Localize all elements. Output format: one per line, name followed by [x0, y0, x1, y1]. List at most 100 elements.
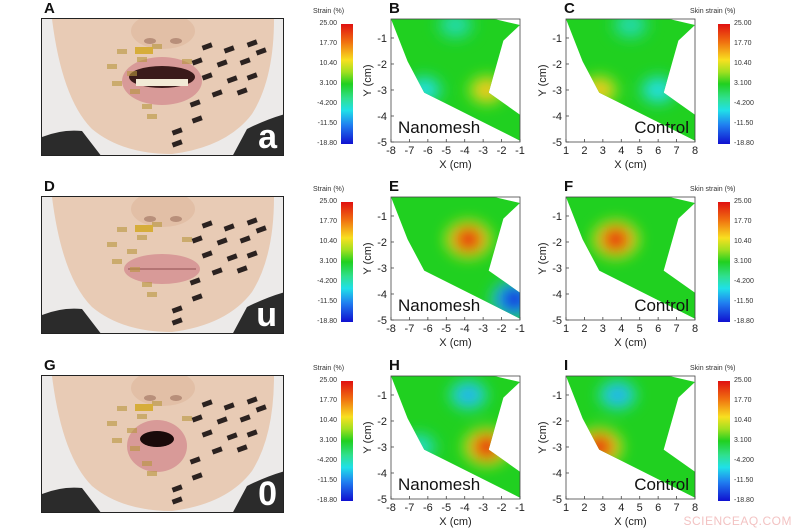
- y-tick-label: -1: [552, 33, 562, 45]
- colorbar-tick: 17.70: [319, 397, 337, 404]
- colorbar-tick: 25.00: [319, 198, 337, 205]
- x-tick-label: 3: [600, 502, 606, 514]
- colorbar-tick: -18.80: [734, 140, 754, 147]
- y-tick-label: -4: [377, 111, 387, 123]
- colorbar-title-control-0: Skin strain (%): [690, 8, 736, 15]
- x-tick-label: -5: [441, 323, 451, 335]
- x-tick-label: -2: [497, 323, 507, 335]
- condition-label: Nanomesh: [398, 296, 480, 315]
- x-tick-label: 1: [563, 145, 569, 157]
- y-tick-label: -3: [552, 263, 562, 275]
- watermark: SCIENCEAQ.COM: [683, 514, 792, 528]
- colorbar-tick: 10.40: [734, 60, 752, 67]
- colorbar-tick: 10.40: [319, 417, 337, 424]
- colorbar-tick: 10.40: [319, 238, 337, 245]
- colorbar-tick: 10.40: [734, 417, 752, 424]
- colorbar-title-control-2: Skin strain (%): [690, 365, 736, 372]
- y-tick-label: -3: [377, 85, 387, 97]
- x-axis-title: X (cm): [439, 159, 471, 171]
- x-tick-label: 2: [581, 323, 587, 335]
- colorbar-tick: -18.80: [317, 140, 337, 147]
- face-photo-0: 0: [41, 375, 284, 513]
- colorbar-tick: 3.100: [734, 437, 752, 444]
- face-photo-u: u: [41, 196, 284, 334]
- colorbar-tick: 3.100: [734, 258, 752, 265]
- colorbar-tick: -11.50: [734, 298, 754, 305]
- condition-label: Control: [634, 118, 689, 137]
- y-tick-label: -5: [552, 137, 562, 149]
- vowel-label: a: [258, 118, 277, 156]
- x-tick-label: 3: [600, 323, 606, 335]
- x-tick-label: -4: [460, 323, 470, 335]
- y-tick-label: -2: [552, 416, 562, 428]
- colorbar-tick: -11.50: [317, 298, 337, 305]
- condition-label: Nanomesh: [398, 475, 480, 494]
- colorbar-nanomesh-1: [341, 202, 353, 322]
- colorbar-tick: 10.40: [319, 60, 337, 67]
- colorbar-tick: 25.00: [319, 20, 337, 27]
- x-tick-label: -1: [515, 323, 525, 335]
- colorbar-tick: 17.70: [734, 40, 752, 47]
- colorbar-tick: 3.100: [319, 437, 337, 444]
- condition-label: Control: [634, 296, 689, 315]
- x-tick-label: 7: [674, 502, 680, 514]
- colorbar-tick: 17.70: [734, 218, 752, 225]
- x-tick-label: 1: [563, 502, 569, 514]
- x-tick-label: -5: [441, 502, 451, 514]
- x-tick-label: -4: [460, 502, 470, 514]
- x-tick-label: 7: [674, 145, 680, 157]
- y-tick-label: -3: [377, 263, 387, 275]
- y-tick-label: -5: [552, 494, 562, 506]
- colorbar-control-1: [718, 202, 730, 322]
- y-tick-label: -3: [377, 442, 387, 454]
- x-tick-label: -7: [405, 502, 415, 514]
- x-axis-title: X (cm): [614, 337, 646, 349]
- colorbar-tick: -4.200: [317, 457, 337, 464]
- x-tick-label: 5: [637, 323, 643, 335]
- colorbar-tick: 17.70: [734, 397, 752, 404]
- panel-letter-i: I: [564, 357, 569, 374]
- panel-letter-g: G: [44, 357, 56, 374]
- x-tick-label: -5: [441, 145, 451, 157]
- y-tick-label: -1: [377, 211, 387, 223]
- x-tick-label: -3: [478, 502, 488, 514]
- x-tick-label: -8: [386, 323, 396, 335]
- x-tick-label: -3: [478, 145, 488, 157]
- y-tick-label: -4: [552, 111, 562, 123]
- colorbar-tick: 3.100: [319, 258, 337, 265]
- y-tick-label: -4: [377, 468, 387, 480]
- colorbar-tick: -11.50: [317, 477, 337, 484]
- y-axis-title: Y (cm): [362, 421, 374, 453]
- x-tick-label: 2: [581, 502, 587, 514]
- y-axis-title: Y (cm): [362, 242, 374, 274]
- x-tick-label: 8: [692, 323, 698, 335]
- strain-map-h: -8 -7 -6 -5 -4 -3 -2 -1 -1 -2 -3 -4 -5 X (cm) Y (cm) Na…: [362, 375, 525, 528]
- colorbar-control-2: [718, 381, 730, 501]
- x-tick-label: 6: [655, 323, 661, 335]
- colorbar-tick: -18.80: [317, 318, 337, 325]
- colorbar-tick: 25.00: [734, 20, 752, 27]
- y-axis-title: Y (cm): [537, 64, 549, 96]
- y-tick-label: -2: [552, 237, 562, 249]
- x-tick-label: -7: [405, 145, 415, 157]
- colorbar-control-0: [718, 24, 730, 144]
- colorbar-title-control-1: Skin strain (%): [690, 186, 736, 193]
- colorbar-tick: 25.00: [734, 198, 752, 205]
- x-axis-title: X (cm): [439, 337, 471, 349]
- x-tick-label: 4: [618, 502, 624, 514]
- x-tick-label: -8: [386, 502, 396, 514]
- face-illustration: [42, 376, 283, 512]
- y-tick-label: -2: [552, 59, 562, 71]
- x-tick-label: -1: [515, 502, 525, 514]
- y-tick-label: -4: [552, 289, 562, 301]
- x-tick-label: -6: [423, 502, 433, 514]
- y-tick-label: -5: [377, 137, 387, 149]
- panel-letter-c: C: [564, 0, 575, 17]
- x-axis-title: X (cm): [614, 516, 646, 528]
- y-tick-label: -3: [552, 442, 562, 454]
- vowel-label: u: [256, 296, 277, 334]
- y-tick-label: -5: [377, 315, 387, 327]
- x-axis-title: X (cm): [439, 516, 471, 528]
- x-tick-label: 4: [618, 323, 624, 335]
- x-tick-label: -6: [423, 145, 433, 157]
